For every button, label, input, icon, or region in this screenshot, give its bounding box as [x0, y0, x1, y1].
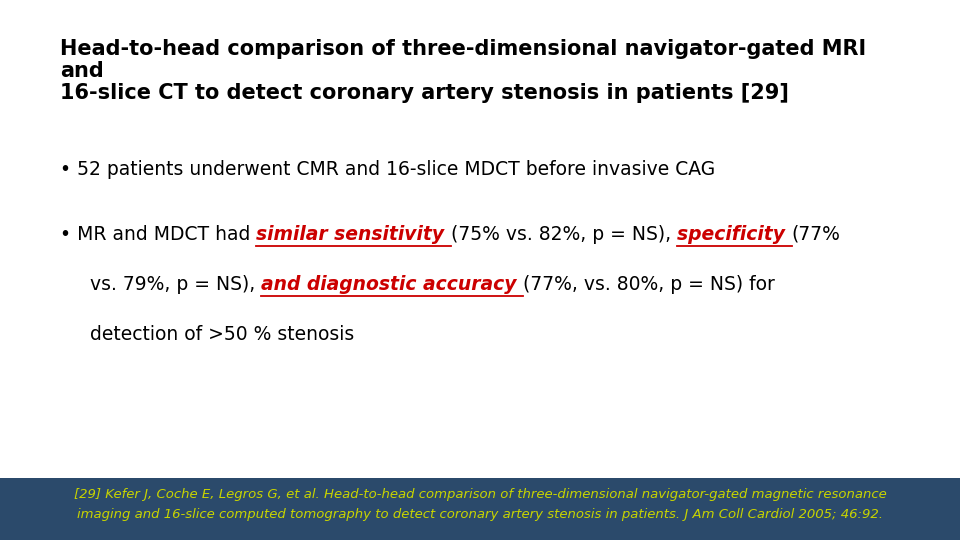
- Text: and: and: [60, 61, 104, 81]
- Text: and diagnostic accuracy: and diagnostic accuracy: [261, 275, 523, 294]
- Text: detection of >50 % stenosis: detection of >50 % stenosis: [90, 325, 354, 344]
- Text: (77%: (77%: [792, 225, 841, 244]
- Text: [29] Kefer J, Coche E, Legros G, et al. Head-to-head comparison of three-dimensi: [29] Kefer J, Coche E, Legros G, et al. …: [74, 488, 886, 501]
- Text: • MR and MDCT had: • MR and MDCT had: [60, 225, 256, 244]
- Text: similar sensitivity: similar sensitivity: [256, 225, 451, 244]
- Text: specificity: specificity: [677, 225, 792, 244]
- Text: (75% vs. 82%, p = NS),: (75% vs. 82%, p = NS),: [451, 225, 677, 244]
- Text: vs. 79%, p = NS),: vs. 79%, p = NS),: [90, 275, 261, 294]
- Text: • 52 patients underwent CMR and 16-slice MDCT before invasive CAG: • 52 patients underwent CMR and 16-slice…: [60, 160, 715, 179]
- Text: 16-slice CT to detect coronary artery stenosis in patients [29]: 16-slice CT to detect coronary artery st…: [60, 83, 789, 103]
- Text: (77%, vs. 80%, p = NS) for: (77%, vs. 80%, p = NS) for: [523, 275, 775, 294]
- Bar: [0, 478, 960, 540]
- Text: Head-to-head comparison of three-dimensional navigator-gated MRI: Head-to-head comparison of three-dimensi…: [60, 39, 866, 59]
- Text: imaging and 16-slice computed tomography to detect coronary artery stenosis in p: imaging and 16-slice computed tomography…: [77, 508, 883, 521]
